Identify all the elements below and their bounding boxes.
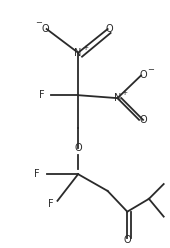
Text: F: F [39, 90, 45, 100]
Text: −: − [147, 65, 154, 74]
Text: O: O [42, 24, 49, 34]
Text: F: F [34, 169, 40, 179]
Text: F: F [48, 199, 53, 209]
Text: O: O [139, 115, 147, 125]
Text: +: + [121, 90, 127, 96]
Text: −: − [35, 19, 42, 28]
Text: N: N [114, 93, 121, 103]
Text: O: O [123, 235, 131, 245]
Text: O: O [74, 143, 82, 153]
Text: O: O [139, 70, 147, 80]
Text: +: + [82, 45, 88, 51]
Text: O: O [106, 24, 113, 34]
Text: N: N [74, 48, 82, 58]
